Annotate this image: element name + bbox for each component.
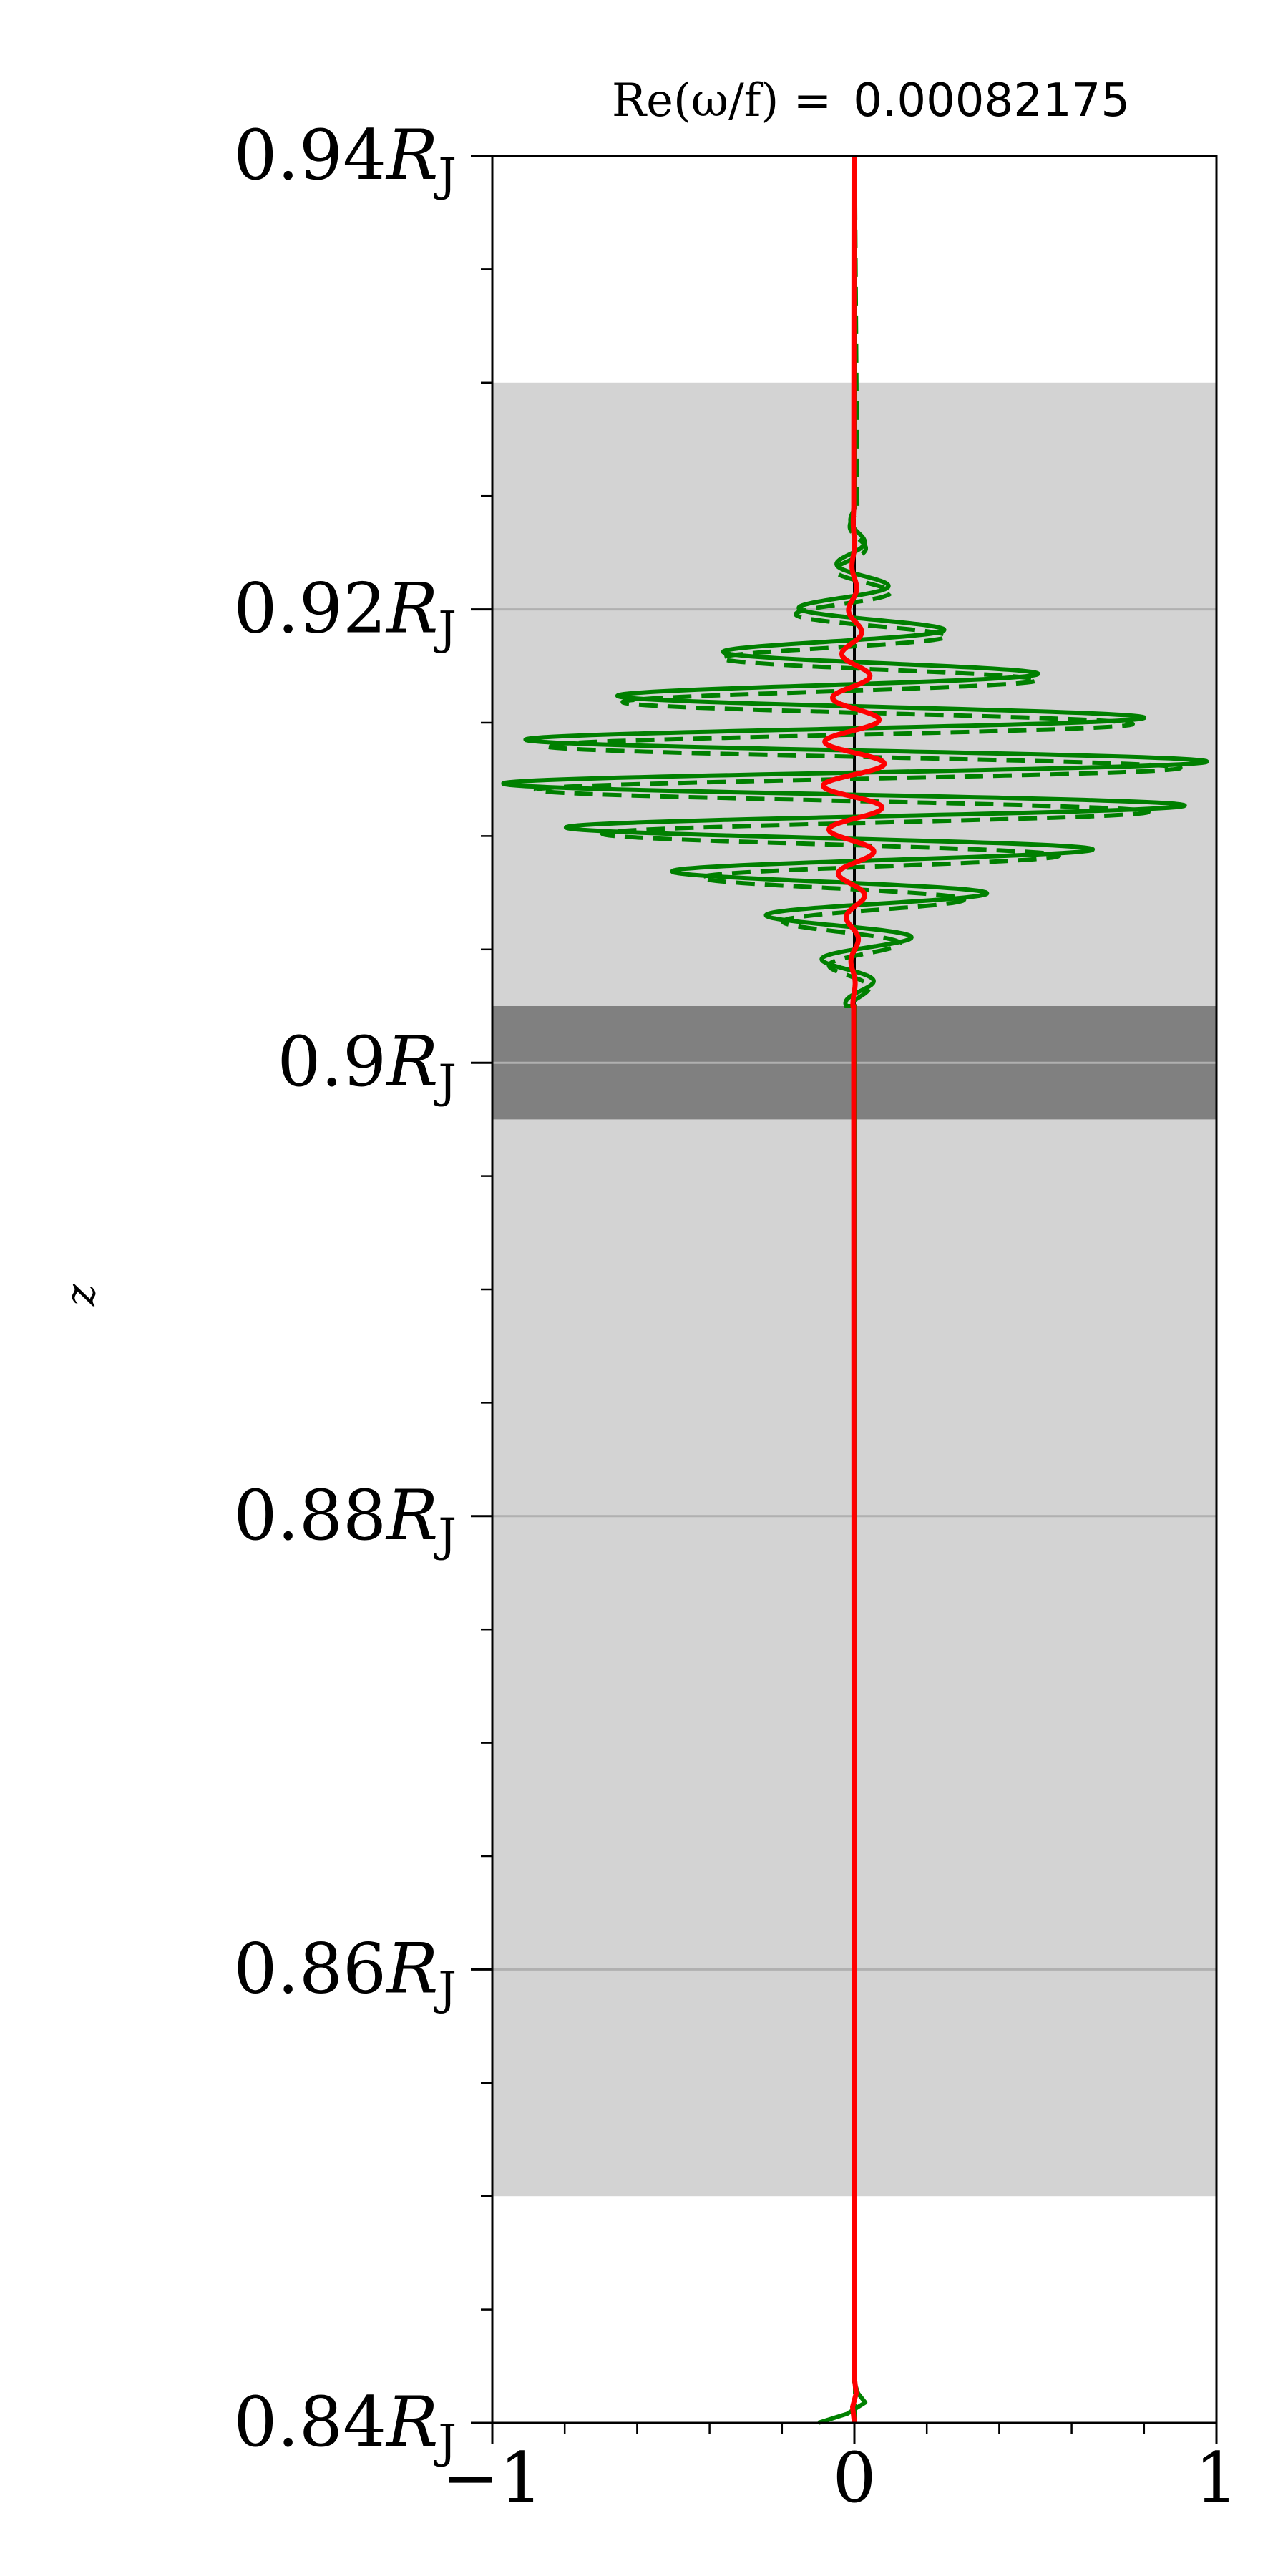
y-tick-unit: R <box>385 2382 438 2462</box>
y-tick-label: 0.92RJ <box>233 569 457 655</box>
y-tick-subscript: J <box>434 149 457 202</box>
x-tick-label: 0 <box>832 2438 876 2518</box>
y-tick-number: 0.92 <box>233 569 386 649</box>
x-tick-label: 1 <box>1194 2438 1238 2518</box>
series-group <box>501 155 1209 2425</box>
title-value: 0.00082175 <box>853 74 1130 127</box>
y-tick-number: 0.9 <box>277 1022 386 1102</box>
y-tick-unit: R <box>385 1928 438 2009</box>
chart-title: Re(ω/f) = 0.00082175 <box>612 74 1130 127</box>
y-tick-subscript: J <box>434 2416 457 2469</box>
y-tick-label: 0.9RJ <box>277 1022 457 1108</box>
y-tick-unit: R <box>385 1022 438 1102</box>
y-tick-number: 0.88 <box>233 1475 386 1556</box>
y-tick-unit: R <box>385 115 438 195</box>
y-tick-number: 0.94 <box>233 115 386 195</box>
series-line-2 <box>533 155 1183 2423</box>
title-lhs: Re(ω/f) = <box>612 74 831 127</box>
series-line-1 <box>501 155 1209 2425</box>
x-tick-labels: −1 0 1 <box>441 2438 1238 2518</box>
y-tick-subscript: J <box>434 1962 457 2015</box>
y-tick-subscript: J <box>434 1055 457 1108</box>
series-line-3 <box>821 155 887 2424</box>
y-tick-unit: R <box>385 1475 438 1556</box>
x-tick-label: −1 <box>441 2438 543 2518</box>
y-tick-label: 0.94RJ <box>233 115 457 202</box>
y-tick-label: 0.88RJ <box>233 1475 457 1562</box>
y-axis-label: z <box>56 1284 104 1307</box>
y-tick-number: 0.86 <box>233 1928 386 2009</box>
y-tick-label: 0.86RJ <box>233 1928 457 2015</box>
y-tick-unit: R <box>385 569 438 649</box>
y-tick-subscript: J <box>434 1509 457 1562</box>
y-tick-subscript: J <box>434 602 457 655</box>
y-tick-label: 0.84RJ <box>233 2382 457 2469</box>
y-tick-number: 0.84 <box>233 2382 386 2462</box>
axis-ticks <box>471 155 1218 2444</box>
